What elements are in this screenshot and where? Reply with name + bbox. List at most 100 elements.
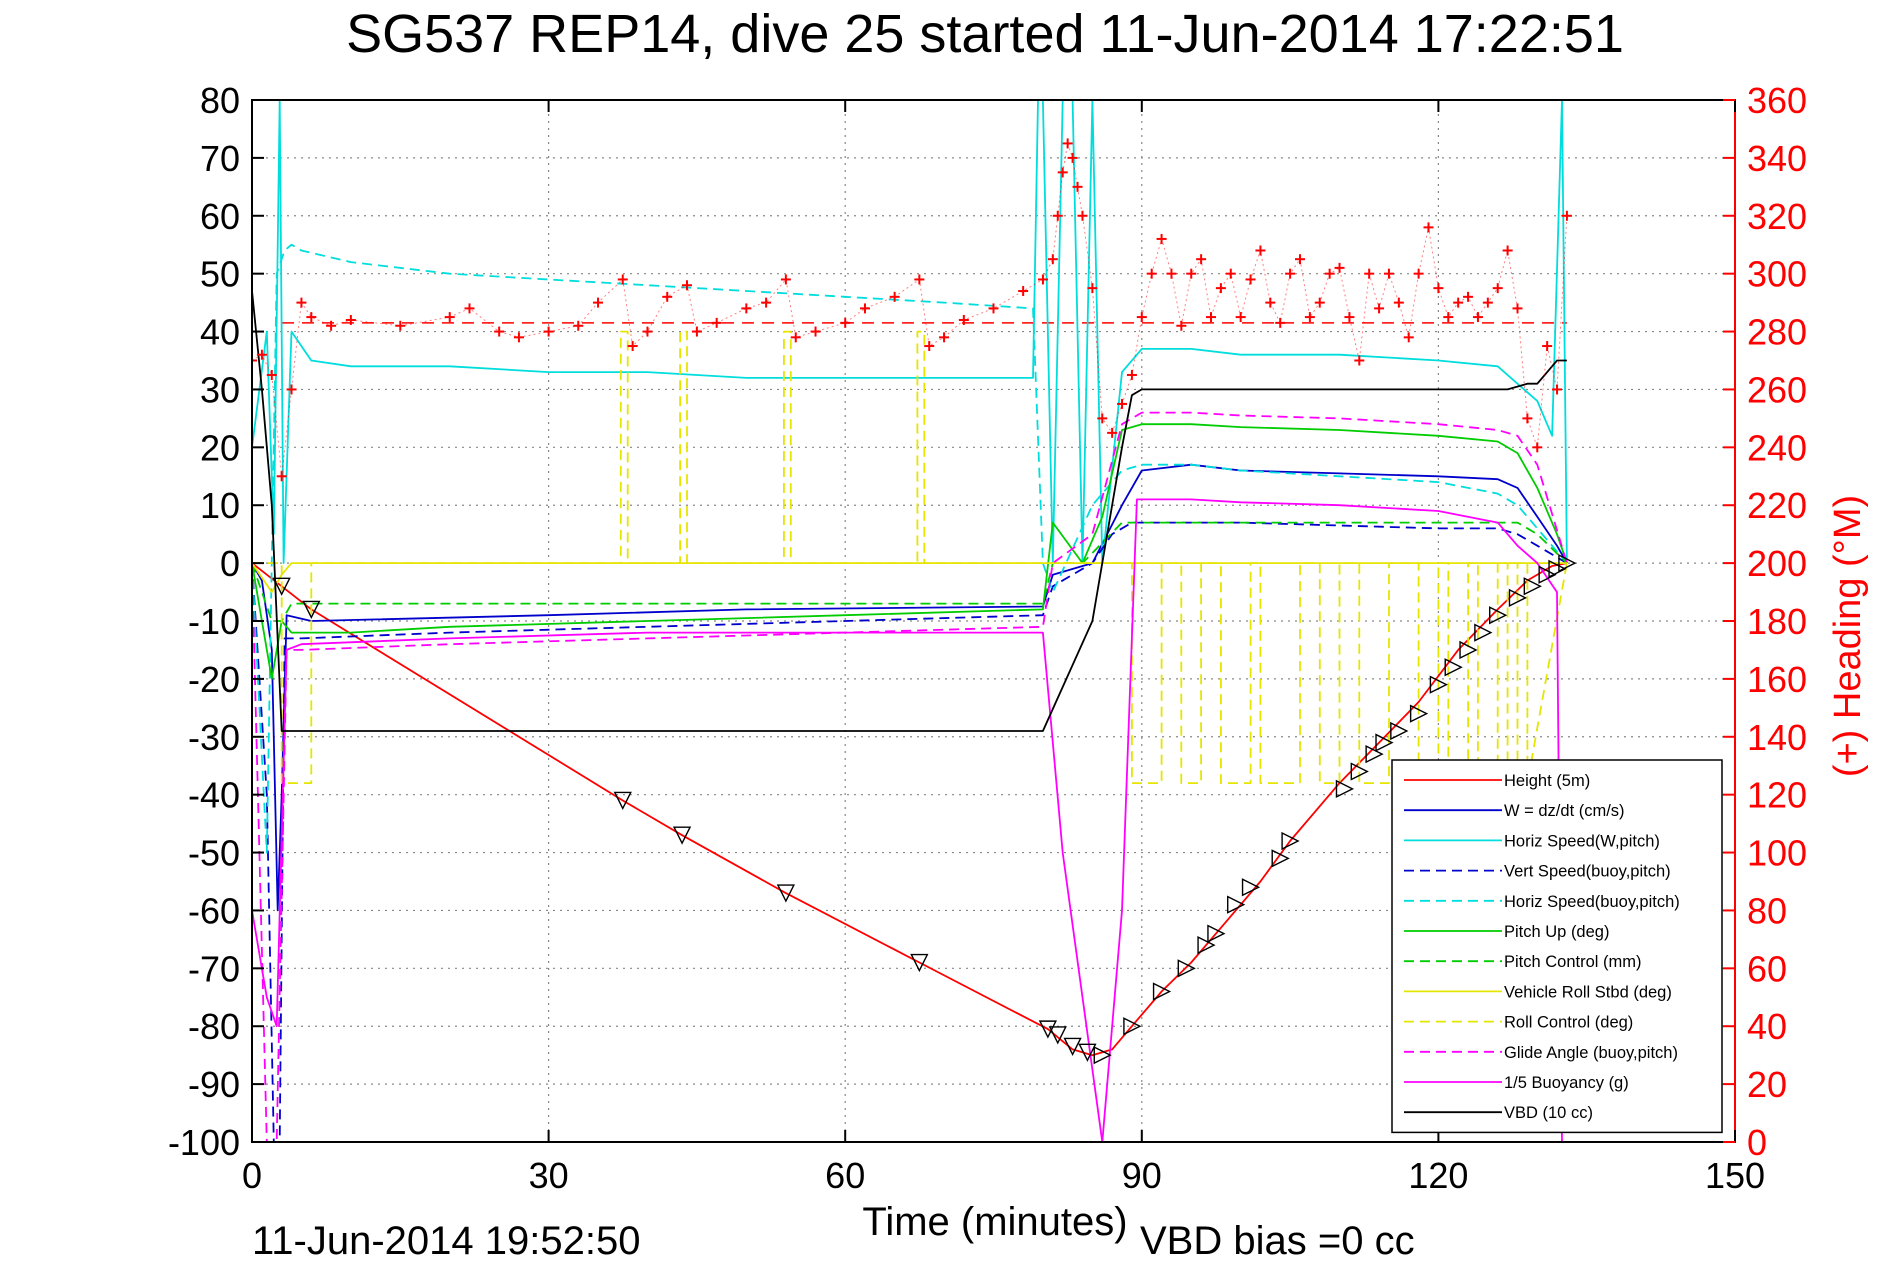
heading-marker <box>691 326 702 337</box>
y-tick-label-left: 80 <box>200 80 240 121</box>
heading-marker <box>1443 312 1454 323</box>
depth-triangle-marker <box>1335 779 1355 799</box>
heading-marker <box>1403 332 1414 343</box>
heading-marker <box>924 341 935 352</box>
depth-triangle-marker <box>1409 704 1429 723</box>
heading-marker <box>642 326 653 337</box>
heading-markers <box>252 138 1572 482</box>
heading-marker <box>1186 268 1197 279</box>
heading-marker <box>464 303 475 314</box>
depth-triangle-marker <box>1558 553 1577 573</box>
heading-marker <box>266 369 277 380</box>
heading-marker <box>1077 210 1088 221</box>
y-tick-label-left: -30 <box>188 717 240 758</box>
heading-marker <box>1265 297 1276 308</box>
heading-marker <box>1472 312 1483 323</box>
depth-triangle-marker <box>1538 565 1557 584</box>
depth-triangle-marker <box>1177 959 1196 978</box>
y-tick-label-right: 160 <box>1747 659 1807 700</box>
heading-marker <box>1393 297 1404 308</box>
heading-marker <box>494 326 505 337</box>
legend-entry-label: VBD (10 cc) <box>1504 1104 1593 1122</box>
y-tick-label-right: 180 <box>1747 601 1807 642</box>
depth-triangle-marker <box>1271 849 1290 868</box>
heading-marker <box>1285 268 1296 279</box>
depth-triangle-marker <box>1523 577 1542 596</box>
series-line-8 <box>252 330 1568 784</box>
depth-triangle-markers <box>272 553 1577 1065</box>
depth-triangle-marker <box>302 600 321 619</box>
y-tick-label-left: -90 <box>188 1064 240 1105</box>
legend-entry-label: Vert Speed(buoy,pitch) <box>1504 863 1671 881</box>
y-tick-label-left: 70 <box>200 138 240 179</box>
series-line-5 <box>252 423 1568 680</box>
heading-marker <box>1304 312 1315 323</box>
y-tick-label-right: 0 <box>1747 1122 1767 1163</box>
heading-marker <box>1502 245 1513 256</box>
y-tick-label-right: 260 <box>1747 369 1807 410</box>
x-axis-label: Time (minutes) <box>862 1200 1127 1244</box>
heading-marker <box>780 274 791 285</box>
y-tick-label-right: 340 <box>1747 138 1807 179</box>
x-tick-label: 150 <box>1705 1155 1765 1196</box>
heading-marker <box>1383 268 1394 279</box>
heading-marker <box>810 326 821 337</box>
y-tick-label-left: -40 <box>188 775 240 816</box>
depth-triangle-marker <box>1474 623 1493 642</box>
footer-timestamp: 11-Jun-2014 19:52:50 <box>252 1219 640 1262</box>
series-line-7 <box>252 562 1567 593</box>
series-line-10 <box>252 498 1567 1142</box>
series-line-11 <box>252 290 1567 732</box>
series-line-1 <box>252 463 1568 912</box>
heading-marker <box>326 320 337 331</box>
depth-triangle-marker <box>776 884 796 903</box>
y-tick-label-right: 100 <box>1747 833 1807 874</box>
depth-triangle-marker <box>1197 936 1216 955</box>
depth-triangle-marker <box>272 577 291 596</box>
y-tick-label-right: 360 <box>1747 80 1807 121</box>
depth-triangle-marker <box>1489 606 1508 625</box>
vbd-bias-text: VBD bias =0 cc <box>1140 1219 1415 1262</box>
y-tick-label-left: 40 <box>200 312 240 353</box>
y-tick-label-right: 200 <box>1747 543 1807 584</box>
series-group <box>252 100 1568 1142</box>
chart-title: SG537 REP14, dive 25 started 11-Jun-2014… <box>346 4 1624 64</box>
y-tick-label-left: -70 <box>188 948 240 989</box>
depth-triangle-marker <box>910 953 929 973</box>
heading-marker <box>1294 254 1305 265</box>
heading-marker <box>662 291 673 302</box>
heading-marker <box>1215 283 1226 294</box>
depth-triangle-marker <box>1459 640 1478 660</box>
depth-triangle-marker <box>1281 831 1300 851</box>
depth-triangle-marker <box>1063 1037 1082 1057</box>
y-tick-label-right: 320 <box>1747 196 1807 237</box>
legend-entry-label: Height (5m) <box>1504 772 1590 790</box>
heading-marker <box>859 303 870 314</box>
right-axis-label: (+) Heading (°M) <box>1827 495 1869 777</box>
heading-trace <box>252 143 1568 477</box>
series-line-6 <box>252 521 1568 622</box>
series-line-4 <box>252 243 1568 854</box>
heading-marker <box>252 355 257 366</box>
legend-entry-label: Glide Angle (buoy,pitch) <box>1504 1044 1678 1062</box>
depth-triangle-marker <box>672 826 692 845</box>
depth-triangle-marker <box>1548 559 1567 579</box>
series-line-0 <box>252 562 1568 1057</box>
depth-triangle-marker <box>1207 924 1226 943</box>
y-tick-label-left: 10 <box>200 485 240 526</box>
legend-entry-label: Horiz Speed(W,pitch) <box>1504 832 1660 850</box>
heading-marker <box>306 312 317 323</box>
x-tick-label: 30 <box>529 1155 569 1196</box>
y-tick-label-left: -60 <box>188 890 240 931</box>
y-tick-label-left: 60 <box>200 196 240 237</box>
legend-entry-label: 1/5 Buoyancy (g) <box>1504 1074 1629 1092</box>
y-tick-label-left: -10 <box>188 601 240 642</box>
heading-marker <box>988 303 999 314</box>
y-tick-label-right: 60 <box>1747 948 1787 989</box>
y-tick-label-right: 80 <box>1747 890 1787 931</box>
heading-marker <box>1062 138 1073 149</box>
depth-triangle-marker <box>1241 878 1261 897</box>
heading-marker <box>1334 262 1345 273</box>
y-tick-label-left: 20 <box>200 427 240 468</box>
depth-triangle-marker <box>1038 1020 1058 1039</box>
